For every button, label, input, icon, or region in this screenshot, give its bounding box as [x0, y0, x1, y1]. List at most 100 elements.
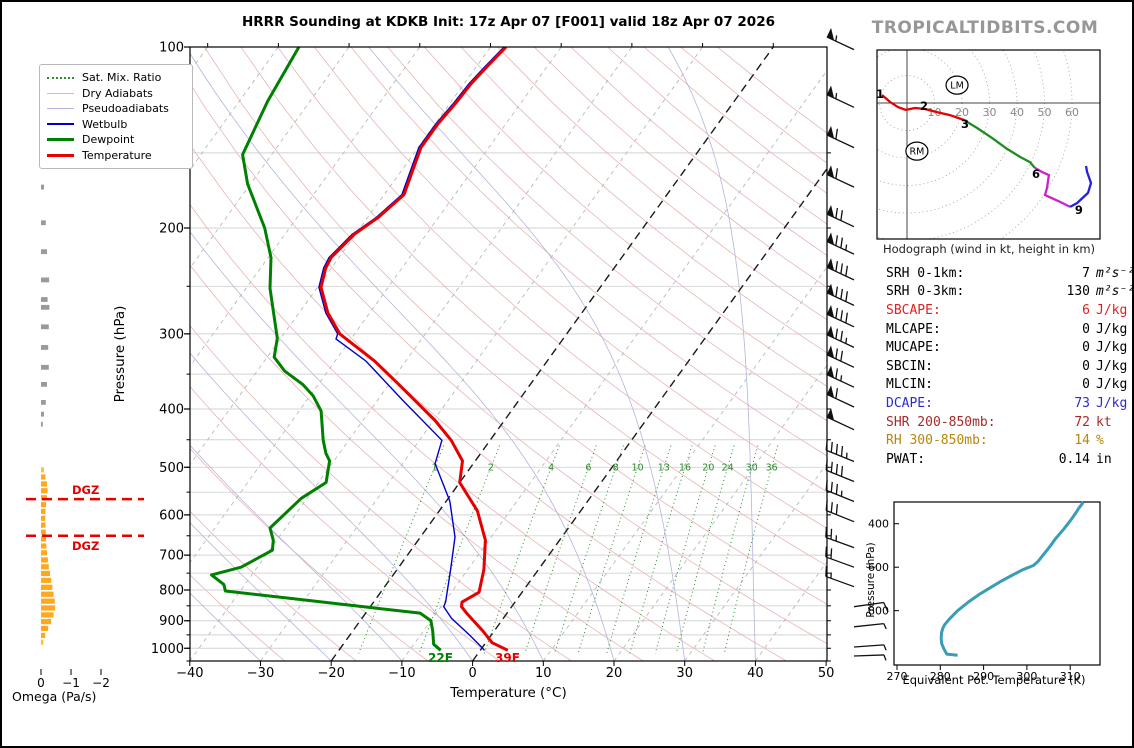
index-cell: 130: [1066, 284, 1090, 300]
svg-text:1000: 1000: [151, 642, 184, 657]
wind-barb: [826, 232, 855, 255]
index-cell: J/kg: [1096, 395, 1128, 411]
legend-item-2: Pseudoadiabats: [47, 101, 185, 117]
svg-text:20: 20: [955, 106, 969, 119]
svg-text:24: 24: [722, 462, 734, 473]
index-cell: MUCAPE:: [886, 340, 941, 356]
wind-barb: [825, 459, 855, 483]
legend-label: Temperature: [82, 148, 152, 162]
index-row-mlcape-: MLCAPE: 0 J/kg: [886, 320, 1127, 339]
wind-barb: [826, 305, 855, 328]
wind-barb: [826, 325, 855, 348]
svg-text:1: 1: [876, 87, 884, 101]
index-row-shr-200-850mb-: SHR 200-850mb: 72 kt: [886, 413, 1112, 432]
legend-label: Pseudoadiabats: [82, 102, 169, 116]
svg-text:1: 1: [432, 462, 438, 473]
wind-barb: [825, 526, 855, 549]
legend-label: Sat. Mix. Ratio: [82, 71, 162, 85]
wind-barb: [853, 644, 887, 651]
wind-barb: [826, 125, 855, 149]
legend-label: Dry Adiabats: [82, 86, 153, 100]
theta-e-y-axis-label: Pressure (hPa): [865, 542, 877, 618]
svg-text:40: 40: [1010, 106, 1024, 119]
wind-barb: [853, 623, 887, 630]
index-cell: J/kg: [1096, 321, 1128, 337]
svg-text:13: 13: [658, 462, 670, 473]
skewt-x-axis-label: Temperature (°C): [450, 685, 567, 701]
svg-text:2: 2: [920, 99, 928, 113]
indices-panel: SRH 0-1km: 7 m²s⁻² SRH 0-3km: 130 m²s⁻² SBCAPE…: [886, 264, 1132, 469]
surface-temp-label: 39F: [495, 651, 520, 665]
dgz-label-upper: DGZ: [72, 483, 100, 497]
skewt-y-axis-label: Pressure (hPa): [112, 305, 128, 403]
svg-text:10: 10: [535, 666, 552, 681]
index-cell: MLCIN:: [886, 377, 933, 393]
svg-text:−10: −10: [388, 666, 415, 681]
surface-dewpoint-label: 22F: [428, 651, 453, 665]
svg-text:300: 300: [159, 327, 184, 342]
index-cell: 0: [1082, 340, 1090, 356]
index-row-mlcin-: MLCIN: 0 J/kg: [886, 376, 1127, 395]
index-cell: 0: [1082, 377, 1090, 393]
svg-text:100: 100: [159, 41, 184, 56]
wind-barbs: [825, 27, 889, 661]
theta-e-curve: [939, 501, 1085, 657]
wind-barb: [826, 385, 855, 408]
legend-item-5: Temperature: [47, 148, 185, 164]
index-cell: %: [1096, 433, 1104, 449]
svg-text:0: 0: [468, 666, 476, 681]
svg-text:700: 700: [159, 549, 184, 564]
index-cell: SRH 0-1km:: [886, 265, 965, 281]
mixing-ratio-lines: [358, 445, 779, 654]
svg-text:36: 36: [766, 462, 778, 473]
omega-axis-label: Omega (Pa/s): [12, 689, 97, 704]
index-cell: 14: [1074, 433, 1090, 449]
index-cell: SBCAPE:: [886, 302, 941, 318]
index-cell: J/kg: [1096, 358, 1128, 374]
dgz-label-lower: DGZ: [72, 539, 100, 553]
index-cell: 6: [1082, 302, 1090, 318]
skewt-axes: [184, 43, 831, 666]
svg-text:600: 600: [868, 561, 889, 574]
svg-text:−2: −2: [92, 676, 110, 690]
index-cell: 73: [1074, 395, 1090, 411]
svg-text:20: 20: [606, 666, 623, 681]
wind-barb: [826, 345, 855, 368]
hodograph-caption: Hodograph (wind in kt, height in km): [882, 242, 1096, 256]
svg-text:200: 200: [159, 221, 184, 236]
svg-text:400: 400: [159, 402, 184, 417]
index-cell: J/kg: [1096, 302, 1128, 318]
svg-text:4: 4: [548, 462, 554, 473]
svg-text:−1: −1: [62, 676, 80, 690]
svg-text:800: 800: [868, 605, 889, 618]
wind-barb: [826, 85, 855, 108]
index-cell: J/kg: [1096, 377, 1128, 393]
svg-text:800: 800: [159, 583, 184, 598]
hodograph-trace-3-6km: [963, 119, 1036, 169]
index-cell: 7: [1082, 265, 1090, 281]
index-row-pwat-: PWAT: 0.14 in: [886, 450, 1112, 469]
legend-swatch: [47, 153, 74, 157]
wind-barb: [825, 439, 855, 463]
index-cell: J/kg: [1096, 340, 1128, 356]
wind-barb: [826, 407, 855, 431]
wind-barb: [826, 204, 855, 228]
legend-item-0: Sat. Mix. Ratio: [47, 70, 185, 86]
legend-swatch: [47, 108, 74, 110]
wind-barb: [826, 365, 855, 388]
svg-text:−40: −40: [176, 666, 203, 681]
sounding-curves: [210, 47, 509, 652]
index-row-dcape-: DCAPE: 73 J/kg: [886, 394, 1127, 413]
legend-item-3: Wetbulb: [47, 117, 185, 133]
svg-text:30: 30: [983, 106, 997, 119]
svg-text:400: 400: [868, 518, 889, 531]
svg-text:300: 300: [1016, 670, 1037, 683]
svg-text:20: 20: [702, 462, 714, 473]
svg-text:8: 8: [613, 462, 619, 473]
index-row-sbcin-: SBCIN: 0 J/kg: [886, 357, 1127, 376]
legend-item-4: Dewpoint: [47, 132, 185, 148]
index-cell: 0: [1082, 321, 1090, 337]
wind-barb: [853, 601, 889, 613]
index-cell: 72: [1074, 414, 1090, 430]
